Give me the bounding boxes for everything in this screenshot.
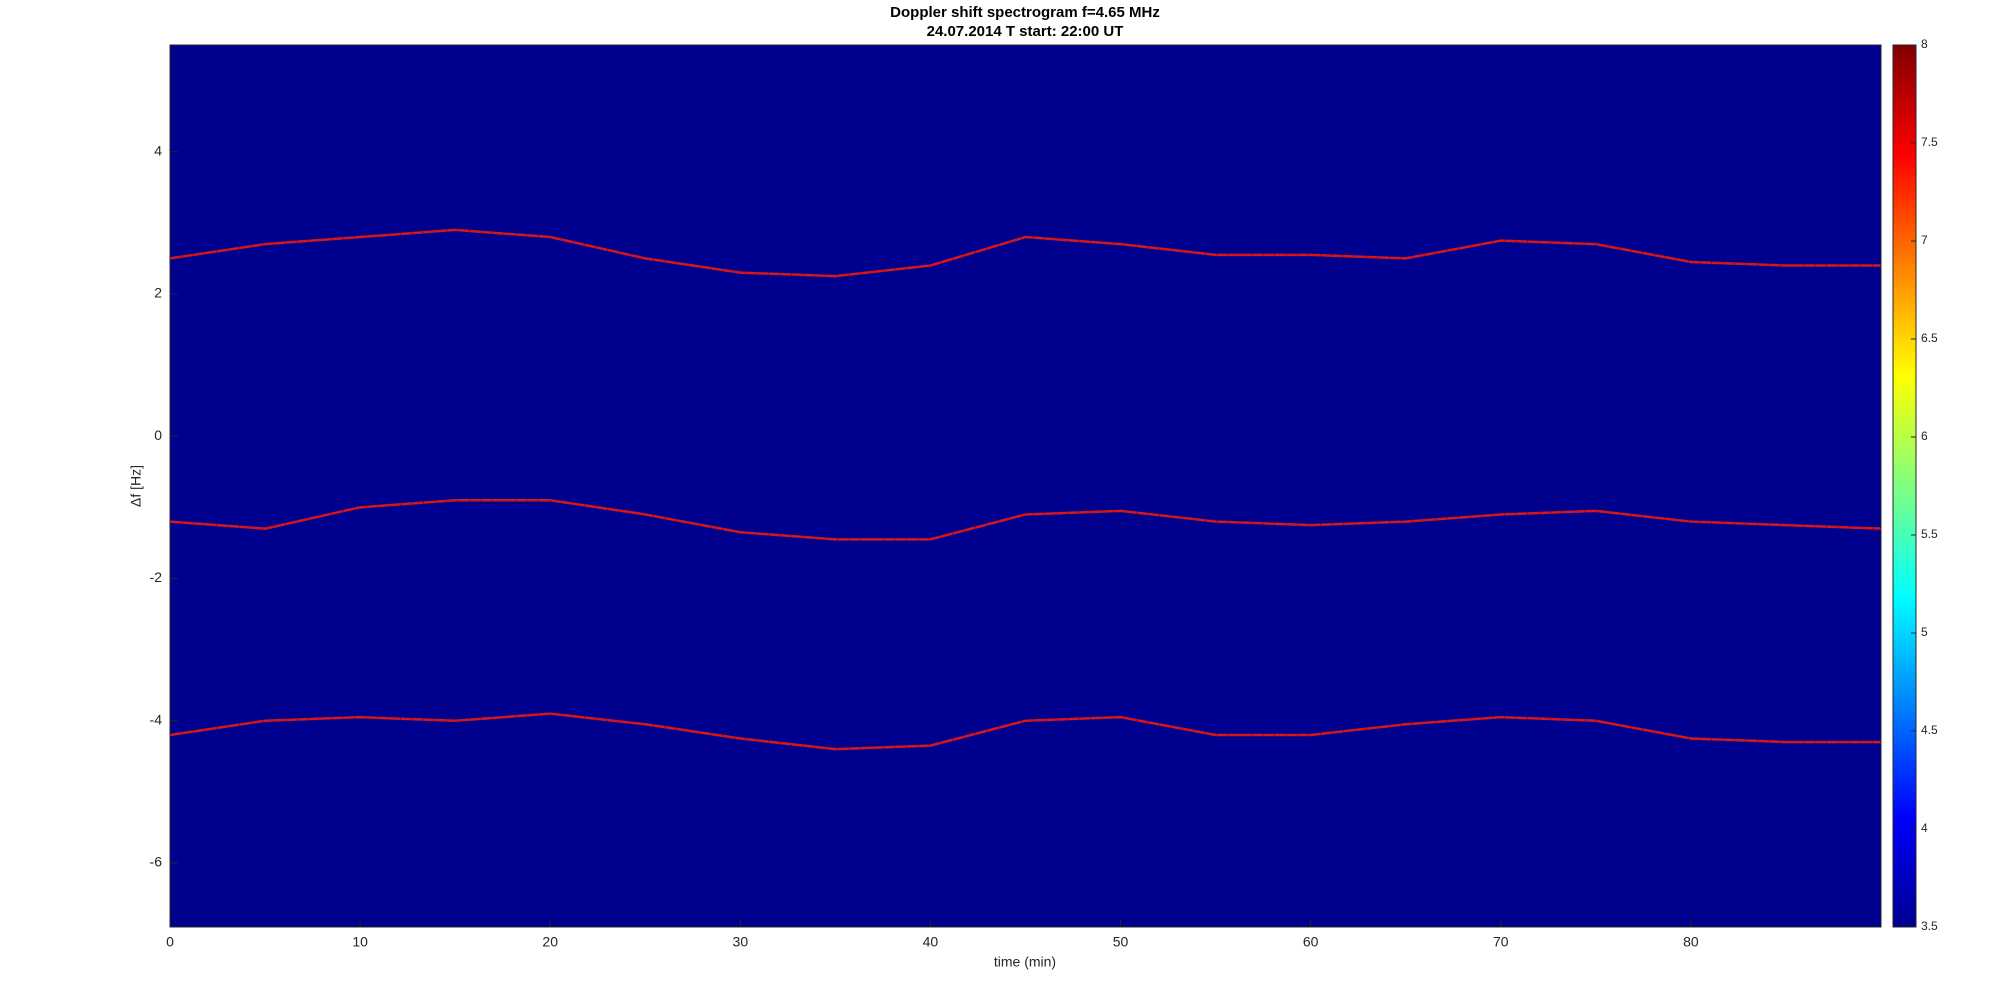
chart-subtitle: 24.07.2014 T start: 22:00 UT	[927, 23, 1124, 40]
band-intensity	[170, 221, 1881, 285]
y-tick-label: 2	[154, 285, 162, 301]
spectrogram-layer	[170, 105, 1881, 867]
y-tick-label: -2	[150, 569, 163, 585]
y-axis-label: Δf [Hz]	[128, 465, 144, 507]
colorbar-tick-label: 4	[1921, 821, 1928, 835]
ridge-line	[170, 498, 1881, 541]
y-tick-label: 4	[154, 142, 162, 158]
x-tick-label: 60	[1303, 934, 1319, 950]
chart-title: Doppler shift spectrogram f=4.65 MHz	[890, 4, 1160, 21]
ridge-line	[170, 228, 1881, 278]
x-tick-label: 80	[1683, 934, 1699, 950]
colorbar-tick-label: 5.5	[1921, 527, 1938, 541]
x-tick-label: 10	[352, 934, 368, 950]
colorbar-tick-label: 7	[1921, 233, 1928, 247]
ridge-line	[170, 712, 1881, 751]
band	[170, 169, 1881, 337]
x-tick-label: 0	[166, 934, 174, 950]
colorbar-tick-label: 6	[1921, 429, 1928, 443]
y-tick-label: 0	[154, 427, 162, 443]
band-intensity	[170, 210, 1881, 297]
x-tick-label: 20	[542, 934, 558, 950]
x-axis-label: time (min)	[994, 954, 1056, 970]
colorbar-tick-label: 8	[1921, 37, 1928, 51]
colorbar-tick-label: 3.5	[1921, 919, 1938, 933]
colorbar-tick-label: 4.5	[1921, 723, 1938, 737]
x-tick-label: 40	[923, 934, 939, 950]
band-intensity	[170, 491, 1881, 548]
y-tick-label: -6	[150, 854, 163, 870]
y-tick-label: -4	[150, 711, 163, 727]
colorbar-tick-label: 5	[1921, 625, 1928, 639]
colorbar-tick-label: 7.5	[1921, 135, 1938, 149]
plot-frame	[169, 44, 1882, 928]
band	[170, 439, 1881, 600]
x-tick-label: 30	[733, 934, 749, 950]
x-tick-label: 70	[1493, 934, 1509, 950]
x-tick-label: 50	[1113, 934, 1129, 950]
colorbar-tick-label: 6.5	[1921, 331, 1938, 345]
colorbar	[1892, 44, 1917, 928]
